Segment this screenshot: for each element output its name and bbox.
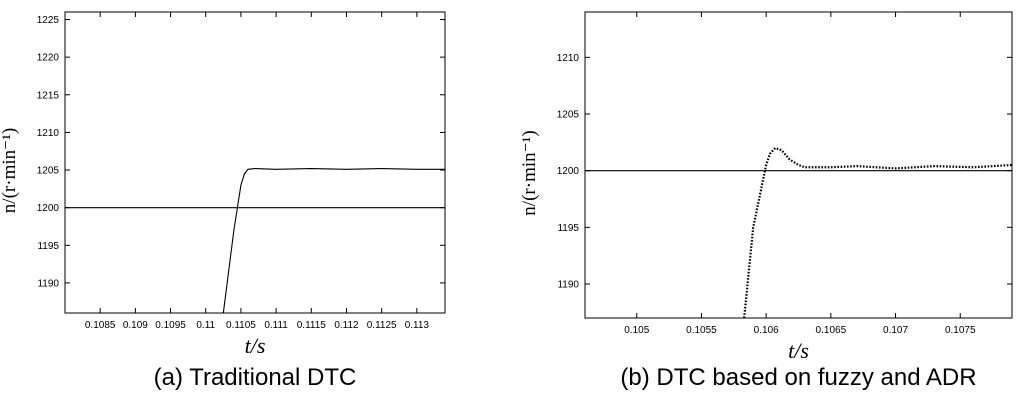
- chart-b-ytick-label: 1190: [557, 280, 579, 291]
- chart-a-panel: 0.1085 0.109 0.1095 0.11 0.1105 0.111 0.1115 0.…: [0, 11, 446, 391]
- chart-a-ytick-label: 1195: [37, 241, 59, 252]
- chart-a-xtick-label: 0.1095: [155, 320, 186, 331]
- chart-a-xtick-label: 0.1085: [85, 320, 116, 331]
- chart-b-ylabel: n/(r·min⁻¹): [519, 130, 540, 215]
- chart-b-panel: 0.105 0.1055 0.106 0.1065 0.107 0.1075 1190 119…: [519, 11, 1013, 391]
- chart-a-ytick-label: 1205: [37, 166, 60, 177]
- chart-a-axes-frame: [64, 11, 446, 314]
- chart-a-ytick-label: 1210: [37, 128, 60, 139]
- chart-a-xtick-label: 0.111: [264, 320, 288, 331]
- chart-a-xtick-label: 0.11: [196, 320, 215, 331]
- chart-a-ytick-label: 1200: [37, 203, 60, 214]
- chart-b-caption: (b) DTC based on fuzzy and ADR: [620, 364, 976, 391]
- chart-b-xlabel: t/s: [788, 338, 809, 363]
- chart-b-speed-response-line: [743, 146, 1012, 318]
- chart-b-xtick-label: 0.106: [754, 325, 779, 336]
- chart-b-ytick-label: 1205: [557, 110, 580, 121]
- chart-a-xlabel: t/s: [245, 333, 266, 358]
- chart-b-xtick-label: 0.1065: [816, 325, 847, 336]
- chart-a-ytick-label: 1220: [37, 53, 60, 64]
- chart-b-xtick-label: 0.1075: [945, 325, 976, 336]
- chart-b-ytick-label: 1195: [557, 223, 579, 234]
- chart-b-xtick-label: 0.1055: [686, 325, 717, 336]
- chart-a-speed-response-line: [222, 167, 445, 313]
- chart-a-xtick-label: 0.112: [334, 320, 359, 331]
- chart-a-xtick-label: 0.1125: [367, 320, 397, 331]
- chart-a-xtick-label: 0.113: [405, 320, 430, 331]
- chart-a-xtick-label: 0.1115: [297, 320, 327, 331]
- chart-a-ytick-label: 1190: [37, 278, 59, 289]
- chart-a-ytick-label: 1215: [37, 90, 60, 101]
- chart-a-ylabel: n/(r·min⁻¹): [0, 128, 20, 213]
- chart-b-ytick-label: 1200: [557, 166, 580, 177]
- chart-a-xtick-label: 0.1105: [226, 320, 256, 331]
- chart-a-caption: (a) Traditional DTC: [154, 364, 357, 391]
- chart-b-xtick-label: 0.107: [883, 325, 908, 336]
- chart-b-xtick-label: 0.105: [624, 325, 649, 336]
- chart-a-xtick-label: 0.109: [123, 320, 148, 331]
- chart-b-ytick-label: 1210: [557, 53, 580, 64]
- chart-b-axes-frame: [584, 11, 1013, 319]
- chart-a-ytick-label: 1225: [37, 15, 60, 26]
